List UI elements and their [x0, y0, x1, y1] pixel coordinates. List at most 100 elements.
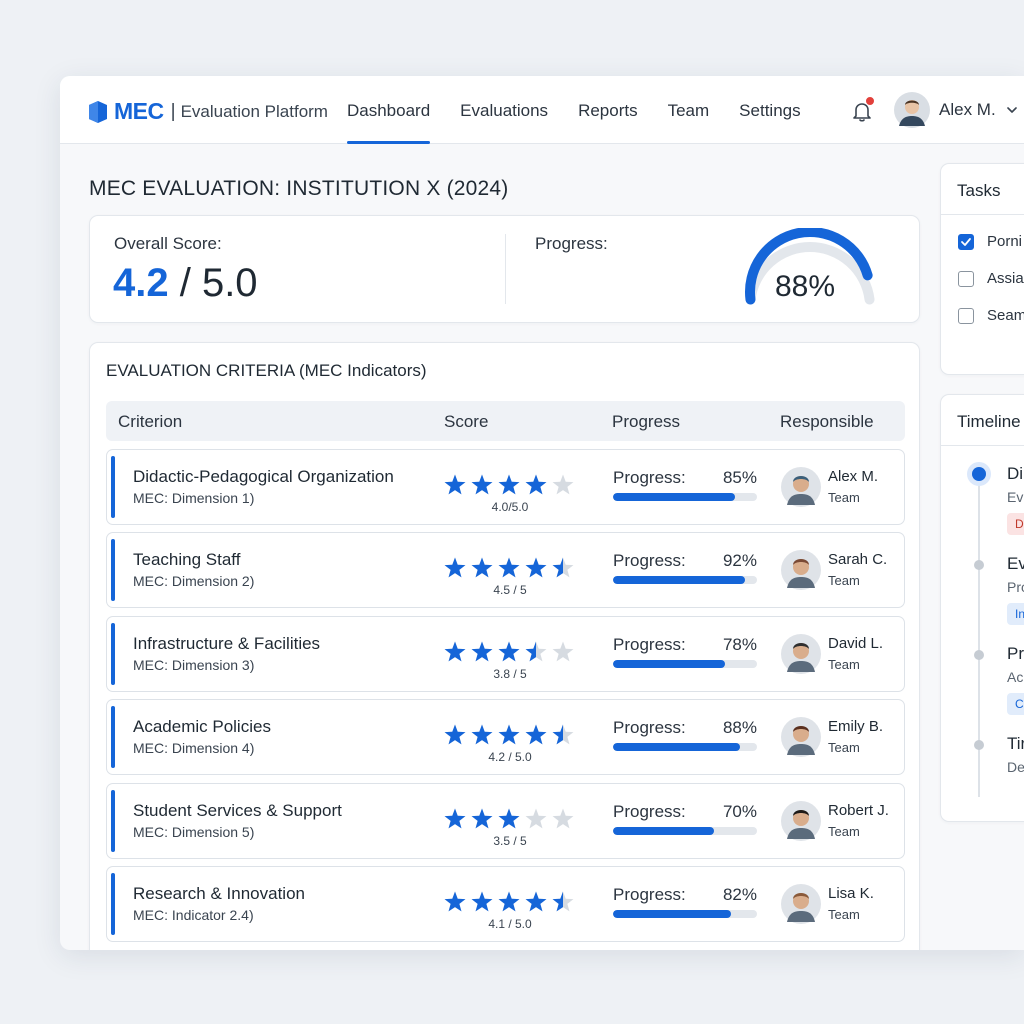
star-filled-icon	[498, 557, 520, 578]
star-filled-icon	[444, 641, 466, 662]
tasks-divider	[941, 214, 1024, 215]
star-filled-icon	[498, 891, 520, 912]
timeline-item-title[interactable]: Di	[1007, 464, 1024, 483]
progress-label: Progress:	[613, 801, 686, 821]
nav-settings[interactable]: Settings	[739, 101, 801, 120]
summary-card: Overall Score: 4.2 / 5.0 Progress: 88%	[89, 215, 920, 323]
progress-percent: 85%	[722, 468, 757, 487]
star-filled-icon	[525, 557, 547, 578]
table-row[interactable]: Didactic-Pedagogical Organization MEC: Di…	[106, 449, 905, 525]
table-row[interactable]: Academic Policies MEC: Dimension 4) 4.2 / …	[106, 699, 905, 776]
tasks-panel: Tasks Porni Assia Seam	[940, 163, 1024, 375]
brand-subtitle: Evaluation Platform	[180, 101, 328, 121]
user-avatar	[894, 92, 930, 128]
notification-badge	[865, 96, 875, 106]
tasks-title: Tasks	[957, 181, 1001, 200]
timeline-item-subtitle: Pro	[1007, 579, 1024, 595]
task-checkbox[interactable]	[958, 307, 974, 324]
star-filled-icon	[471, 641, 493, 662]
column-progress[interactable]: Progress	[612, 412, 681, 431]
star-filled-icon	[444, 474, 466, 495]
shield-logo-icon	[89, 100, 107, 123]
nav-dashboard[interactable]: Dashboard	[332, 76, 445, 144]
avatar[interactable]	[781, 884, 821, 924]
timeline-item-title[interactable]: Pre	[1007, 644, 1024, 663]
task-label: Assia	[987, 270, 1024, 287]
top-bar: MEC | Evaluation Platform Dashboard Eval…	[60, 76, 1024, 144]
progress-label: Progress:	[535, 234, 608, 253]
criterion-name: Research & Innovation	[133, 884, 305, 903]
brand-name: MEC	[114, 98, 164, 124]
star-filled-icon	[552, 891, 563, 912]
overall-score-label: Overall Score:	[114, 234, 222, 253]
page-title: MEC EVALUATION: INSTITUTION X (2024)	[89, 177, 509, 200]
overall-score: 4.2 / 5.0	[113, 261, 258, 306]
gauge-track	[745, 242, 875, 305]
progress-percent: 70%	[722, 801, 757, 821]
app-window: MEC | Evaluation Platform Dashboard Eval…	[60, 76, 1024, 950]
check-icon	[961, 237, 971, 246]
timeline-item-title[interactable]: Ev	[1007, 554, 1024, 573]
progress-percent: 82%	[722, 885, 757, 904]
star-rating	[444, 557, 574, 578]
summary-divider	[505, 234, 506, 304]
star-filled-icon	[525, 891, 547, 912]
column-responsible[interactable]: Responsible	[780, 412, 874, 431]
table-row[interactable]: Infrastructure & Facilities MEC: Dimensio…	[106, 615, 905, 692]
star-filled-icon	[498, 474, 520, 495]
criterion-code: MEC: Dimension 2)	[133, 573, 255, 590]
responsible-role: Team	[828, 656, 860, 672]
star-filled-icon	[444, 808, 466, 828]
star-empty-icon	[525, 808, 547, 828]
status-badge: D	[1007, 513, 1024, 535]
avatar[interactable]	[781, 717, 821, 758]
table-row[interactable]: Student Services & Support MEC: Dimension…	[106, 782, 905, 859]
rating-text: 4.1 / 5.0	[488, 917, 532, 931]
star-filled-icon	[471, 891, 493, 912]
star-filled-icon	[552, 557, 563, 578]
responsible-role: Team	[828, 740, 860, 756]
rating-text: 3.5 / 5	[493, 833, 527, 848]
criterion-name: Didactic-Pedagogical Organization	[133, 467, 394, 486]
star-filled-icon	[498, 641, 520, 662]
progress-gauge-value: 88%	[775, 270, 836, 303]
timeline-item-title[interactable]: Tir	[1007, 734, 1024, 753]
table-row[interactable]: Research & Innovation MEC: Indicator 2.4)…	[106, 866, 905, 942]
avatar[interactable]	[781, 467, 821, 507]
task-checkbox[interactable]	[958, 270, 974, 287]
logo[interactable]: MEC | Evaluation Platform	[88, 98, 328, 125]
timeline-divider	[941, 445, 1024, 446]
timeline-dot	[974, 650, 984, 660]
status-badge: C	[1007, 693, 1024, 715]
task-item[interactable]: Assia	[958, 270, 1024, 287]
star-filled-icon	[525, 474, 547, 495]
responsible-role: Team	[828, 490, 860, 505]
task-item[interactable]: Seam	[958, 307, 1024, 324]
task-checkbox[interactable]	[958, 233, 974, 250]
avatar[interactable]	[781, 633, 821, 674]
star-empty-icon	[552, 808, 574, 828]
task-item[interactable]: Porni	[958, 233, 1022, 250]
progress-bar	[613, 910, 757, 918]
progress-bar-fill	[613, 659, 726, 668]
user-menu[interactable]: Alex M.	[894, 92, 1019, 128]
nav-team[interactable]: Team	[667, 101, 710, 120]
responsible-name: Emily B.	[828, 718, 884, 736]
nav-reports[interactable]: Reports	[578, 101, 638, 120]
nav-evaluations[interactable]: Evaluations	[460, 101, 549, 120]
timeline-panel: Timeline Di Eva D Ev Pro In Pre Ac C Tir De	[940, 394, 1024, 822]
bell-icon[interactable]	[850, 99, 874, 123]
star-rating	[444, 808, 574, 828]
column-score[interactable]: Score	[444, 412, 489, 431]
avatar[interactable]	[781, 550, 821, 591]
column-criterion[interactable]: Criterion	[118, 412, 183, 431]
timeline-item-subtitle: De	[1007, 759, 1024, 775]
criterion-code: MEC: Dimension 4)	[133, 740, 255, 757]
gauge-fill	[745, 228, 873, 305]
table-row[interactable]: Teaching Staff MEC: Dimension 2) 4.5 / 5 Pr…	[106, 532, 905, 609]
avatar[interactable]	[781, 800, 821, 841]
timeline-item-subtitle: Eva	[1007, 489, 1024, 505]
star-filled-icon	[552, 724, 563, 745]
progress-bar	[613, 659, 757, 668]
progress-bar-fill	[613, 743, 740, 752]
